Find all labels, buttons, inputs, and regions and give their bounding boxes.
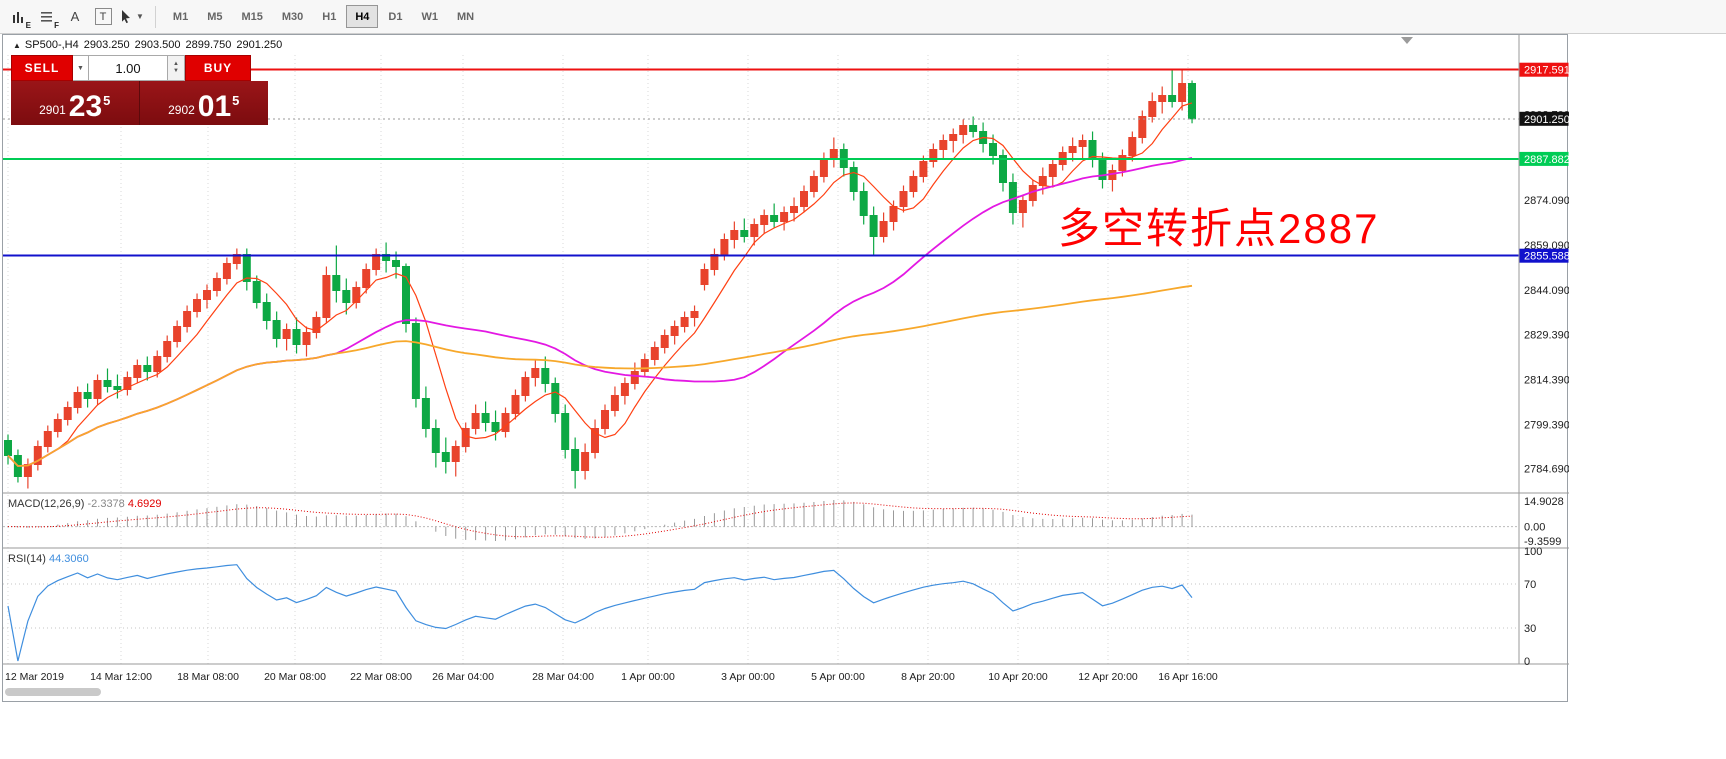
macd-panel: 14.9028 0.00 -9.3599 MACD(12,26,9) -2.3378 … bbox=[3, 496, 1564, 548]
svg-text:100: 100 bbox=[1524, 546, 1542, 558]
candles-layer bbox=[4, 68, 1196, 489]
sell-price-sup: 5 bbox=[103, 93, 111, 108]
buy-price-big: 01 bbox=[197, 90, 232, 123]
chart-tool-e-icon[interactable]: E bbox=[6, 4, 32, 30]
svg-text:2917.591: 2917.591 bbox=[1524, 65, 1569, 77]
chart-shift-marker[interactable] bbox=[1401, 37, 1413, 44]
svg-text:70: 70 bbox=[1524, 579, 1536, 591]
svg-text:2887.882: 2887.882 bbox=[1524, 154, 1569, 166]
sell-button[interactable]: SELL bbox=[11, 55, 73, 81]
svg-text:0.00: 0.00 bbox=[1524, 522, 1545, 534]
svg-text:30: 30 bbox=[1524, 623, 1536, 635]
panel-separators bbox=[3, 35, 1569, 665]
one-click-trading-panel: SELL ▼ 1.00 ▲ ▼ BUY 2901 23 5 2902 01 5 bbox=[11, 55, 268, 125]
svg-text:2874.090: 2874.090 bbox=[1524, 195, 1569, 207]
timeframe-m30[interactable]: M30 bbox=[273, 5, 312, 28]
time-axis: 12 Mar 2019 14 Mar 12:00 18 Mar 08:00 20 Ma… bbox=[5, 671, 1218, 683]
timeframe-m15[interactable]: M15 bbox=[232, 5, 271, 28]
symbol-name: SP500-,H4 bbox=[24, 39, 79, 51]
svg-text:22 Mar 08:00: 22 Mar 08:00 bbox=[350, 671, 412, 683]
svg-text:14.9028: 14.9028 bbox=[1524, 496, 1564, 508]
main-toolbar: E F A T ▼ M1 M5 M15 M30 H1 H4 D1 W1 MN bbox=[0, 0, 1726, 34]
price-axis-badges: 2917.591 2887.882 2855.588 2901.250 bbox=[1519, 62, 1569, 263]
ma-fast-line bbox=[7, 102, 1193, 467]
horizontal-lines[interactable] bbox=[3, 68, 1519, 257]
cursor-arrow-icon bbox=[122, 10, 130, 24]
price-chart-canvas[interactable]: 2902.7002874.0902859.0902844.0902829.390… bbox=[3, 35, 1569, 703]
svg-text:18 Mar 08:00: 18 Mar 08:00 bbox=[177, 671, 239, 683]
sell-price-prefix: 2901 bbox=[39, 103, 66, 117]
svg-text:8 Apr 20:00: 8 Apr 20:00 bbox=[901, 671, 955, 683]
timeframe-m5[interactable]: M5 bbox=[198, 5, 231, 28]
grid-lines bbox=[7, 55, 1189, 664]
svg-text:20 Mar 08:00: 20 Mar 08:00 bbox=[264, 671, 326, 683]
svg-text:3 Apr 00:00: 3 Apr 00:00 bbox=[721, 671, 775, 683]
svg-text:28 Mar 04:00: 28 Mar 04:00 bbox=[532, 671, 594, 683]
svg-text:10 Apr 20:00: 10 Apr 20:00 bbox=[988, 671, 1048, 683]
svg-text:12 Mar 2019: 12 Mar 2019 bbox=[5, 671, 64, 683]
svg-text:2784.690: 2784.690 bbox=[1524, 463, 1569, 475]
symbol-header: ▲ SP500-,H4 2903.250 2903.500 2899.750 2901.2… bbox=[13, 39, 287, 51]
ohlc-close: 2901.250 bbox=[236, 39, 283, 51]
svg-text:5 Apr 00:00: 5 Apr 00:00 bbox=[811, 671, 865, 683]
chart-window: 2902.7002874.0902859.0902844.0902829.390… bbox=[2, 34, 1569, 703]
volume-value: 1.00 bbox=[115, 60, 141, 76]
timeframe-h1[interactable]: H1 bbox=[313, 5, 345, 28]
timeframe-w1[interactable]: W1 bbox=[412, 5, 447, 28]
timeframe-m1[interactable]: M1 bbox=[164, 5, 197, 28]
sell-price-big: 23 bbox=[68, 90, 103, 123]
svg-text:RSI(14) 44.3060: RSI(14) 44.3060 bbox=[8, 553, 89, 565]
chevron-down-icon: ▼ bbox=[136, 12, 144, 21]
ohlc-low: 2899.750 bbox=[185, 39, 232, 51]
chart-annotation-text: 多空转折点2887 bbox=[1058, 205, 1380, 252]
svg-text:14 Mar 12:00: 14 Mar 12:00 bbox=[90, 671, 152, 683]
sell-price-display[interactable]: 2901 23 5 bbox=[11, 81, 140, 125]
volume-dropdown[interactable]: ▼ bbox=[73, 55, 89, 81]
volume-input[interactable]: 1.00 bbox=[89, 55, 168, 81]
timeframe-d1[interactable]: D1 bbox=[379, 5, 411, 28]
ma-slow-line bbox=[7, 284, 1193, 467]
svg-text:2844.090: 2844.090 bbox=[1524, 285, 1569, 297]
stepper-up-icon: ▲ bbox=[173, 61, 179, 67]
text-label-tool[interactable]: T bbox=[90, 4, 116, 30]
grid-tool-f-icon[interactable]: F bbox=[34, 4, 60, 30]
list-icon bbox=[41, 11, 52, 22]
timeframe-mn[interactable]: MN bbox=[448, 5, 483, 28]
svg-text:2814.390: 2814.390 bbox=[1524, 374, 1569, 386]
text-tool-a[interactable]: A bbox=[62, 4, 88, 30]
ohlc-high: 2903.500 bbox=[134, 39, 181, 51]
svg-text:0: 0 bbox=[1524, 656, 1530, 668]
svg-text:MACD(12,26,9) -2.3378 4.6929: MACD(12,26,9) -2.3378 4.6929 bbox=[8, 498, 162, 510]
arrows-tool[interactable]: ▼ bbox=[118, 4, 145, 30]
volume-stepper[interactable]: ▲ ▼ bbox=[168, 55, 185, 81]
buy-price-display[interactable]: 2902 01 5 bbox=[139, 81, 268, 125]
stepper-down-icon: ▼ bbox=[173, 68, 179, 74]
buy-price-prefix: 2902 bbox=[168, 103, 195, 117]
svg-text:2799.390: 2799.390 bbox=[1524, 419, 1569, 431]
svg-text:2901.250: 2901.250 bbox=[1524, 114, 1569, 126]
svg-text:1 Apr 00:00: 1 Apr 00:00 bbox=[621, 671, 675, 683]
horizontal-scrollbar[interactable] bbox=[5, 688, 101, 696]
svg-text:2829.390: 2829.390 bbox=[1524, 329, 1569, 341]
oct-collapse-icon[interactable]: ▲ bbox=[13, 41, 21, 50]
ohlc-open: 2903.250 bbox=[83, 39, 130, 51]
buy-price-sup: 5 bbox=[232, 93, 240, 108]
svg-text:16 Apr 16:00: 16 Apr 16:00 bbox=[1158, 671, 1218, 683]
toolbar-separator bbox=[154, 5, 156, 28]
bar-chart-icon bbox=[13, 11, 23, 23]
svg-text:26 Mar 04:00: 26 Mar 04:00 bbox=[432, 671, 494, 683]
buy-button[interactable]: BUY bbox=[185, 55, 251, 81]
svg-text:12 Apr 20:00: 12 Apr 20:00 bbox=[1078, 671, 1138, 683]
timeframe-h4[interactable]: H4 bbox=[346, 5, 379, 28]
svg-text:-9.3599: -9.3599 bbox=[1524, 536, 1561, 548]
rsi-panel: 100 70 30 0 RSI(14) 44.3060 bbox=[3, 546, 1542, 668]
svg-text:2855.588: 2855.588 bbox=[1524, 251, 1569, 263]
